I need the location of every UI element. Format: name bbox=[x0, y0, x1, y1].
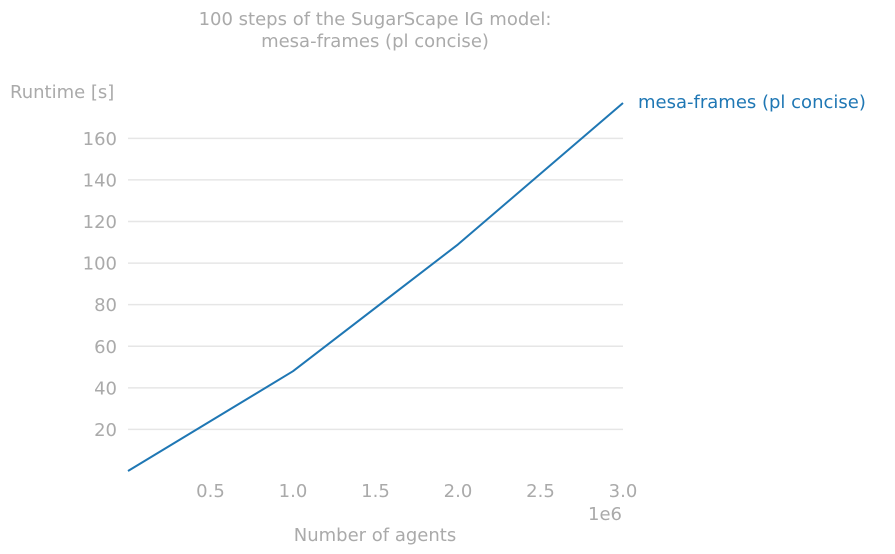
y-tick-label: 160 bbox=[83, 129, 117, 150]
chart-title-line-1: 100 steps of the SugarScape IG model: bbox=[199, 9, 552, 30]
y-tick-label: 20 bbox=[94, 420, 117, 441]
series-line bbox=[127, 102, 624, 472]
y-axis-label: Runtime [s] bbox=[10, 82, 114, 103]
y-tick-label: 40 bbox=[94, 378, 117, 399]
y-axis-ticks: 20 40 60 80 100 120 140 160 bbox=[83, 129, 117, 441]
x-tick-label: 3.0 bbox=[609, 481, 638, 502]
chart-title-line-2: mesa-frames (pl concise) bbox=[261, 31, 489, 52]
x-tick-label: 1.5 bbox=[361, 481, 390, 502]
series-label: mesa-frames (pl concise) bbox=[638, 92, 866, 113]
x-tick-label: 1.0 bbox=[279, 481, 308, 502]
y-tick-label: 120 bbox=[83, 212, 117, 233]
y-tick-label: 140 bbox=[83, 170, 117, 191]
x-tick-label: 2.0 bbox=[444, 481, 473, 502]
x-axis-label: Number of agents bbox=[294, 525, 456, 546]
x-axis-offset-label: 1e6 bbox=[588, 504, 622, 525]
y-tick-label: 80 bbox=[94, 295, 117, 316]
series-layer bbox=[127, 102, 624, 472]
grid-lines bbox=[128, 137, 623, 431]
x-tick-label: 0.5 bbox=[196, 481, 225, 502]
x-axis-ticks: 0.5 1.0 1.5 2.0 2.5 3.0 bbox=[196, 481, 637, 502]
y-tick-label: 100 bbox=[83, 254, 117, 275]
x-tick-label: 2.5 bbox=[526, 481, 555, 502]
y-tick-label: 60 bbox=[94, 337, 117, 358]
